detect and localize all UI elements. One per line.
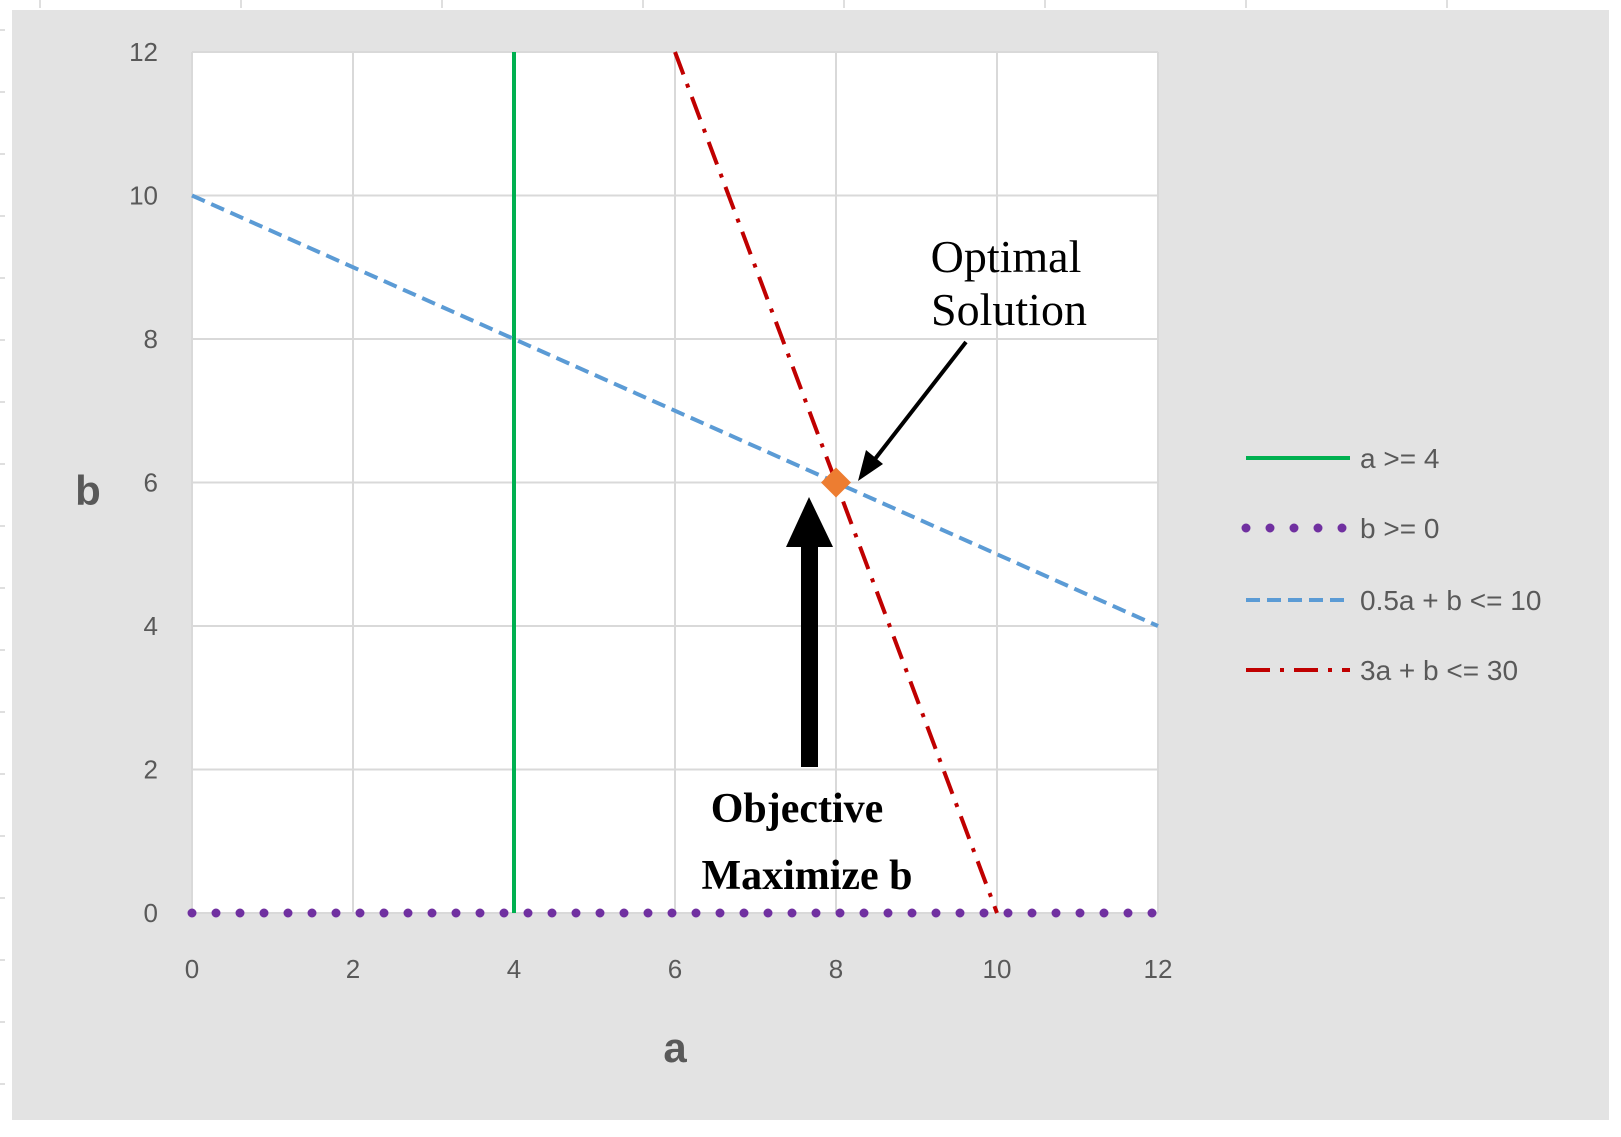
legend: a >= 4 b >= 0 0.5a + b <= 10 3a + b <= 30 <box>1241 443 1541 686</box>
y-tick-label: 8 <box>144 324 158 354</box>
x-tick-labels: 0 2 4 6 8 10 12 <box>185 954 1173 984</box>
objective-arrow <box>786 497 833 767</box>
y-tick-label: 0 <box>144 898 158 928</box>
series-line-3a-b-30 <box>673 51 999 914</box>
y-tick-labels: 0 2 4 6 8 10 12 <box>129 37 158 928</box>
objective-label-line2: Maximize b <box>701 853 912 899</box>
x-tick-label: 10 <box>983 954 1012 984</box>
optimal-point-marker <box>821 467 851 498</box>
left-ruler <box>0 29 5 1085</box>
y-tick-label: 2 <box>144 755 158 785</box>
x-tick-label: 4 <box>507 954 521 984</box>
x-tick-label: 0 <box>185 954 199 984</box>
x-tick-label: 6 <box>668 954 682 984</box>
legend-label-b-0: b >= 0 <box>1360 513 1439 544</box>
optimal-label-line2: Solution <box>931 284 1087 335</box>
y-tick-label: 10 <box>129 181 158 211</box>
y-tick-label: 12 <box>129 37 158 67</box>
optimal-label-line1: Optimal <box>931 231 1082 282</box>
optimal-arrow <box>858 340 968 481</box>
x-tick-label: 2 <box>346 954 360 984</box>
legend-label-0-5a-b-10: 0.5a + b <= 10 <box>1360 585 1541 616</box>
y-axis-title: b <box>75 467 101 514</box>
legend-label-a-4: a >= 4 <box>1360 443 1439 474</box>
legend-label-3a-b-30: 3a + b <= 30 <box>1360 655 1518 686</box>
y-tick-label: 6 <box>144 468 158 498</box>
series-layer <box>187 51 1163 918</box>
objective-label-line1: Objective <box>711 786 884 832</box>
series-line-0-5a-b-10 <box>191 193 1159 628</box>
top-ruler <box>39 0 1448 8</box>
x-tick-label: 12 <box>1144 954 1173 984</box>
y-tick-label: 4 <box>144 611 158 641</box>
x-tick-label: 8 <box>829 954 843 984</box>
x-axis-title: a <box>663 1024 687 1071</box>
